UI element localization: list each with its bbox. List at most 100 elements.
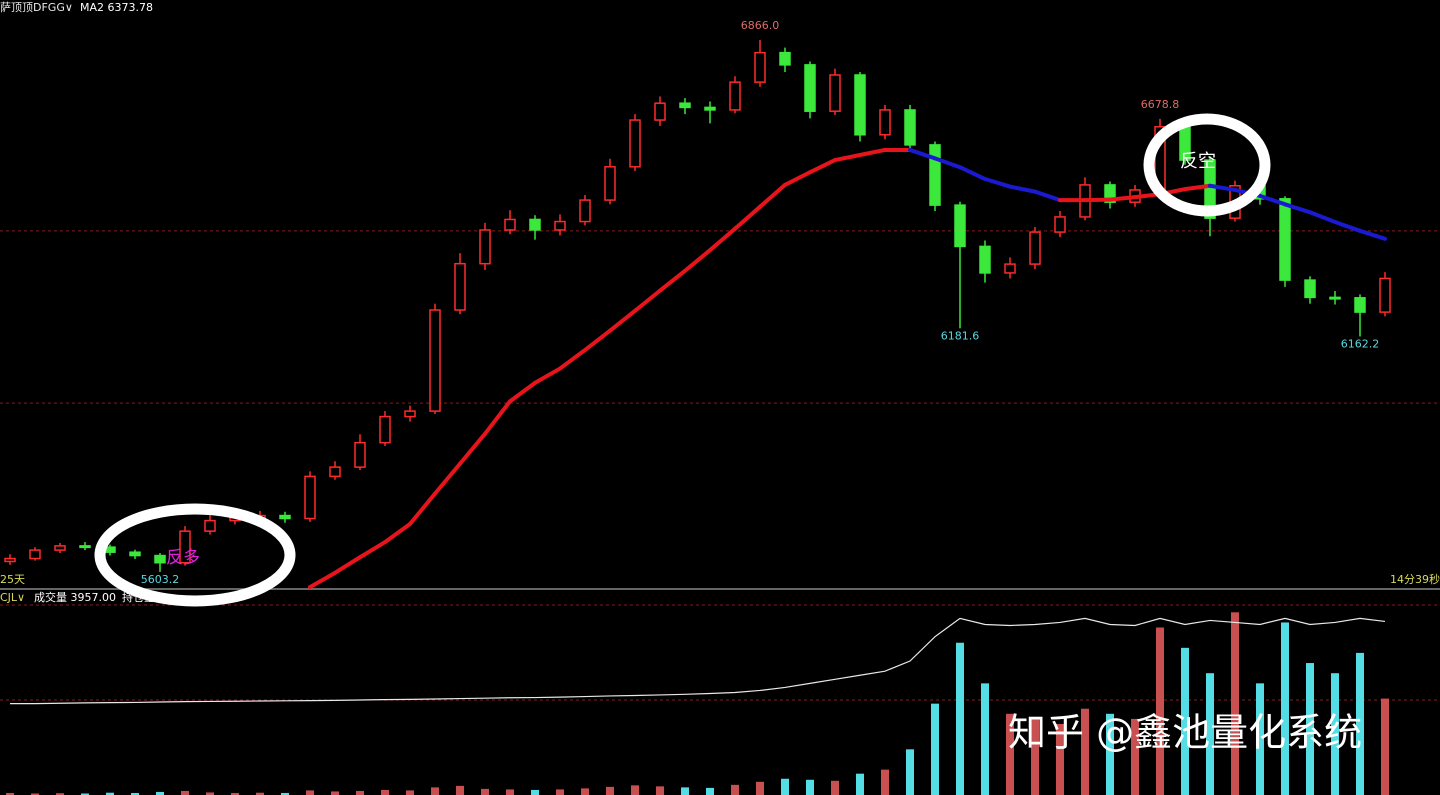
volume-bar bbox=[781, 778, 789, 795]
volume-bar bbox=[256, 792, 264, 795]
candle-body bbox=[54, 545, 66, 551]
ma-segment bbox=[733, 204, 762, 231]
candle-body bbox=[804, 64, 816, 112]
ma-segment bbox=[908, 147, 937, 161]
annotation: 反多 bbox=[166, 548, 200, 568]
volume-bar bbox=[1081, 708, 1089, 795]
volume-bar bbox=[806, 779, 814, 795]
candle-body bbox=[504, 218, 516, 231]
low-label: 6162.2 bbox=[1341, 337, 1380, 350]
highlight-circle bbox=[1143, 113, 1271, 217]
volume-bar bbox=[556, 789, 564, 795]
candle-body bbox=[704, 106, 716, 111]
volume-bar bbox=[1131, 718, 1139, 795]
ma-segment bbox=[333, 555, 362, 575]
candle-body bbox=[829, 74, 841, 112]
candle-body bbox=[904, 109, 916, 146]
volume-bar bbox=[406, 790, 414, 795]
ma-segment bbox=[1183, 183, 1212, 192]
ma-segment bbox=[508, 380, 537, 404]
candle-body bbox=[929, 144, 941, 206]
volume-bar bbox=[1306, 663, 1314, 795]
candle-body bbox=[454, 262, 466, 311]
volume-bar bbox=[231, 792, 239, 795]
candle-body bbox=[1054, 216, 1066, 233]
ma-segment bbox=[433, 461, 462, 496]
candle-body bbox=[1329, 296, 1341, 300]
volume-bar bbox=[731, 784, 739, 795]
candle-body bbox=[1379, 277, 1391, 313]
volume-bar bbox=[931, 703, 939, 795]
volume-bar bbox=[106, 792, 114, 795]
candle-body bbox=[379, 415, 391, 444]
ma-segment bbox=[1283, 202, 1312, 215]
candle-body bbox=[179, 530, 191, 564]
volume-bar bbox=[1031, 718, 1039, 795]
candle-body bbox=[429, 309, 441, 412]
ma-header: MA2 6373.78 bbox=[80, 1, 153, 14]
annotation: 反空 bbox=[1180, 151, 1216, 172]
candle-body bbox=[154, 554, 166, 564]
volume-bar bbox=[306, 790, 314, 795]
ma-segment bbox=[608, 308, 637, 333]
ma-segment bbox=[358, 540, 387, 560]
high-label: 6866.0 bbox=[741, 19, 780, 32]
volume-bar bbox=[831, 780, 839, 795]
candle-body bbox=[304, 475, 316, 520]
volume-bar bbox=[1056, 723, 1064, 795]
candle-body bbox=[1304, 279, 1316, 299]
ma-segment bbox=[533, 366, 562, 385]
ma-segment bbox=[983, 177, 1012, 189]
volume-bar bbox=[706, 787, 714, 795]
candle-body bbox=[979, 245, 991, 274]
volume-bar bbox=[506, 789, 514, 795]
candle-body bbox=[579, 199, 591, 223]
candle-body bbox=[654, 102, 666, 121]
candle-body bbox=[604, 166, 616, 201]
ma-segment bbox=[833, 153, 862, 163]
candle-body bbox=[354, 441, 366, 468]
volume-bar bbox=[31, 793, 39, 795]
volume-bar bbox=[981, 683, 989, 795]
ma-segment bbox=[1208, 183, 1237, 192]
candle-body bbox=[1004, 263, 1016, 274]
highlight-circle bbox=[94, 503, 296, 607]
volume-bar bbox=[681, 787, 689, 795]
volume-bar bbox=[606, 786, 614, 795]
volume-bar bbox=[81, 793, 89, 795]
candle-body bbox=[754, 51, 766, 83]
volume-bar bbox=[631, 785, 639, 795]
candle-body bbox=[529, 218, 541, 231]
ma-segment bbox=[758, 182, 787, 209]
period-label: 25天 bbox=[0, 573, 25, 586]
candle-body bbox=[404, 410, 416, 418]
candle-body bbox=[1029, 231, 1041, 265]
ma-segment bbox=[483, 399, 512, 436]
ma-segment bbox=[583, 328, 612, 353]
ma-segment bbox=[808, 158, 837, 175]
candle-body bbox=[1354, 297, 1366, 313]
candle-body bbox=[279, 514, 291, 520]
candle-body bbox=[629, 119, 641, 168]
candle-body bbox=[29, 549, 41, 560]
ma-segment bbox=[558, 348, 587, 371]
candle-body bbox=[329, 466, 341, 478]
ma-segment bbox=[308, 570, 337, 590]
volume-bar bbox=[1256, 683, 1264, 795]
volume-bar bbox=[56, 793, 64, 795]
ma-segment bbox=[383, 521, 412, 545]
time-label: 14分39秒 bbox=[1390, 572, 1440, 586]
volume-bar bbox=[956, 642, 964, 795]
candle-body bbox=[1204, 159, 1216, 219]
volume-header: 成交量 3957.00 bbox=[34, 590, 116, 604]
volume-bar bbox=[131, 792, 139, 795]
volume-bar bbox=[481, 788, 489, 795]
volume-bar bbox=[856, 773, 864, 795]
symbol-label: 萨顶顶DFGG∨ bbox=[0, 1, 73, 14]
high-label: 6678.8 bbox=[1141, 98, 1180, 111]
candle-body bbox=[1104, 184, 1116, 203]
ma-segment bbox=[408, 491, 437, 526]
ma-segment bbox=[1308, 210, 1337, 224]
